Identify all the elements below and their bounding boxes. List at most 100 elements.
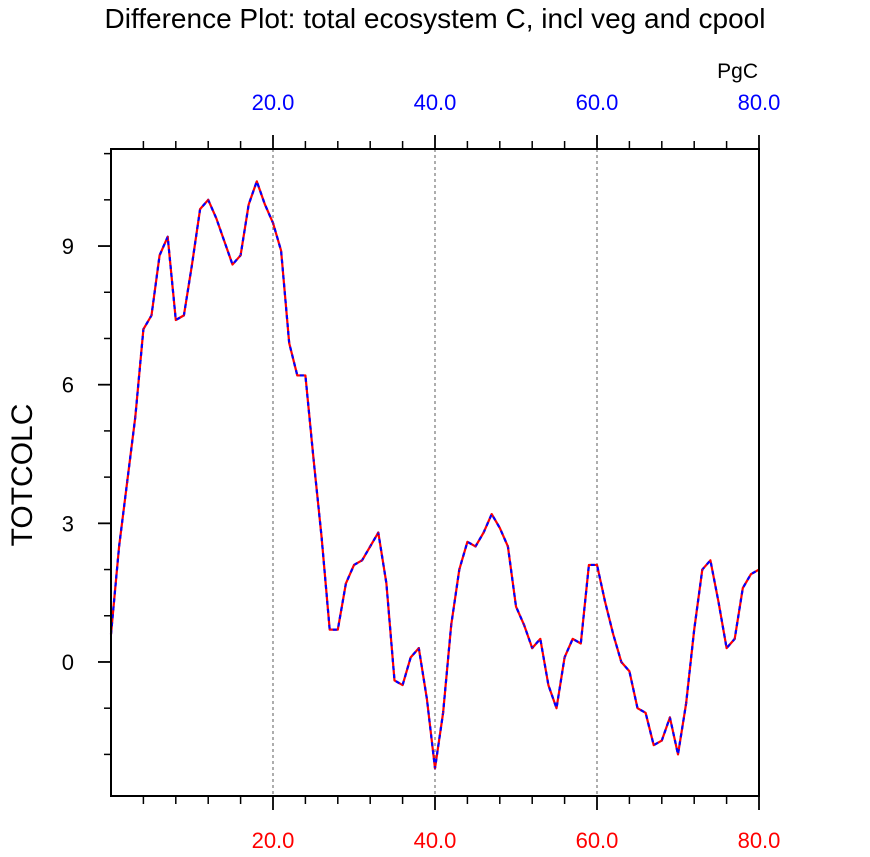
plot-frame (110, 148, 760, 797)
data-point (345, 582, 347, 585)
data-point (426, 698, 428, 700)
data-point (134, 416, 137, 418)
data-point (288, 342, 291, 344)
chart-title: Difference Plot: total ecosystem C, incl… (105, 3, 766, 34)
data-point (482, 531, 485, 534)
data-point (417, 647, 420, 650)
data-point (320, 536, 323, 539)
data-point (361, 559, 363, 562)
y-tick-label: 9 (62, 234, 74, 259)
data-point (636, 707, 639, 710)
data-point (693, 628, 696, 631)
data-point (644, 711, 647, 714)
major-ticks (98, 135, 760, 810)
data-point (490, 513, 493, 515)
data-points (110, 180, 760, 770)
y-tick-label: 6 (62, 373, 74, 398)
data-point (401, 684, 404, 686)
data-point (264, 203, 266, 206)
data-point (207, 198, 210, 201)
data-point (466, 540, 469, 543)
data-point (660, 739, 663, 742)
data-point (669, 716, 671, 719)
data-point (118, 545, 120, 548)
data-point (725, 647, 728, 650)
data-point (304, 374, 307, 377)
x-tick-label-bottom: 60.0 (576, 828, 619, 853)
data-point (215, 217, 218, 220)
data-point (385, 582, 388, 585)
data-point (377, 531, 380, 534)
data-point (507, 545, 509, 548)
data-point (166, 235, 169, 238)
data-point (247, 203, 250, 206)
data-point (555, 707, 558, 710)
data-point (393, 679, 396, 682)
data-point (199, 208, 202, 210)
chart-units: PgC (717, 60, 758, 83)
data-point (717, 601, 720, 603)
minor-ticks (104, 141, 728, 804)
data-point (604, 601, 606, 603)
data-point (523, 624, 525, 626)
data-point (750, 573, 752, 576)
data-point (498, 527, 501, 529)
data-point (741, 587, 744, 589)
data-point (142, 328, 145, 331)
data-point (369, 545, 372, 548)
data-point (701, 568, 704, 571)
x-tick-label-top: 60.0 (576, 90, 619, 115)
data-point (620, 661, 623, 663)
x-tick-label-top: 40.0 (414, 90, 457, 115)
data-point (174, 319, 177, 321)
x-tick-label-top: 80.0 (738, 90, 781, 115)
data-point (126, 480, 129, 483)
data-point (231, 263, 234, 266)
data-point (685, 702, 687, 705)
x-tick-label-top: 20.0 (252, 90, 295, 115)
data-point (709, 559, 712, 562)
data-point (596, 564, 598, 566)
data-point (652, 744, 655, 747)
data-point (515, 605, 517, 608)
data-point (409, 656, 412, 659)
x-tick-label-bottom: 80.0 (738, 828, 781, 853)
y-tick-label: 0 (62, 650, 74, 675)
data-point (191, 263, 193, 266)
x-tick-label-bottom: 40.0 (414, 828, 457, 853)
data-point (183, 314, 185, 317)
vertical-gridlines (272, 149, 598, 796)
y-tick-label: 3 (62, 511, 74, 536)
data-point (539, 637, 542, 640)
data-point (474, 545, 477, 548)
data-point (450, 624, 453, 626)
data-point (280, 249, 282, 252)
data-point (272, 222, 274, 224)
data-point (312, 457, 315, 460)
data-point (571, 637, 574, 640)
data-point (563, 656, 566, 659)
data-point (442, 711, 444, 714)
data-point (239, 254, 242, 257)
data-point (434, 767, 436, 770)
data-point (255, 180, 258, 183)
data-point (733, 637, 736, 640)
data-point (353, 564, 355, 566)
data-point (336, 628, 339, 631)
data-point (588, 564, 590, 566)
data-point (458, 568, 461, 571)
data-series (109, 180, 760, 770)
data-point (223, 240, 226, 243)
data-point (296, 374, 299, 377)
data-point (531, 647, 534, 650)
data-point (158, 254, 161, 257)
data-point (677, 753, 679, 756)
data-point (612, 633, 615, 636)
data-point (628, 670, 631, 673)
tick-labels: 20.0 20.0 40.0 40.0 60.0 60.0 80.0 80.0 0 3 6 9 (62, 90, 781, 853)
data-point (547, 684, 550, 686)
x-tick-label-bottom: 20.0 (252, 828, 295, 853)
y-axis-label: TOTCOLC (6, 404, 39, 547)
data-point (579, 642, 582, 645)
